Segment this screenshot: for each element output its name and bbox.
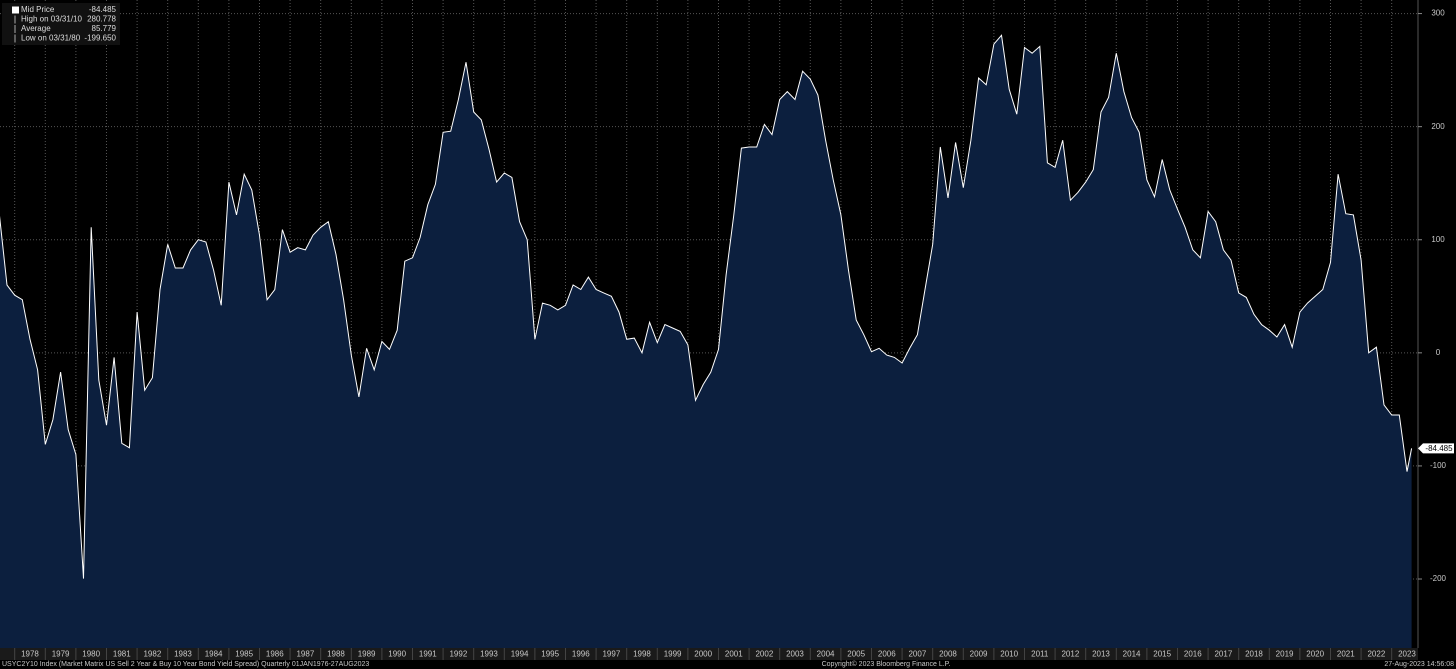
x-tick-label: 1990	[388, 650, 406, 659]
x-tick-label: 1995	[541, 650, 559, 659]
x-tick-label: 2003	[786, 650, 804, 659]
x-tick-label: 1983	[174, 650, 192, 659]
x-tick-label: 2018	[1245, 650, 1263, 659]
legend-value: -199.650	[84, 34, 116, 43]
legend-label: Mid Price	[21, 5, 55, 14]
x-tick-label: 2011	[1031, 650, 1049, 659]
x-tick-label: 2019	[1276, 650, 1294, 659]
x-tick-label: 1998	[633, 650, 651, 659]
x-tick-label: 1981	[113, 650, 131, 659]
x-tick-label: 2021	[1337, 650, 1355, 659]
footer-center: Copyright© 2023 Bloomberg Finance L.P.	[822, 660, 951, 668]
legend-label: Average	[21, 24, 51, 33]
legend-swatch	[12, 6, 19, 14]
x-tick-label: 1988	[327, 650, 345, 659]
footer-left: USYC2Y10 Index (Market Matrix US Sell 2 …	[2, 661, 369, 668]
x-tick-label: 1996	[572, 650, 590, 659]
y-tick-label: 100	[1431, 235, 1445, 244]
y-tick-label: 0	[1436, 348, 1441, 357]
x-tick-label: 1986	[266, 650, 284, 659]
legend-label: High on 03/31/10	[21, 15, 82, 24]
area	[0, 35, 1412, 648]
x-tick-label: 1997	[602, 650, 620, 659]
x-tick-label: 2008	[939, 650, 957, 659]
legend-value: -84.485	[89, 5, 117, 14]
y-tick-label: 300	[1431, 9, 1445, 18]
x-tick-label: 2015	[1153, 650, 1171, 659]
footer-right: 27-Aug-2023 14:56:08	[1384, 661, 1454, 668]
x-tick-label: 1999	[664, 650, 682, 659]
x-tick-label: 2002	[755, 650, 773, 659]
x-tick-label: 2012	[1061, 650, 1079, 659]
line	[0, 34, 1413, 579]
x-tick-label: 2014	[1123, 650, 1141, 659]
x-tick-label: 1992	[449, 650, 467, 659]
x-tick-label: 2022	[1367, 650, 1385, 659]
legend: Mid Price -84.485 High on 03/31/10 280.778 A…	[2, 3, 120, 45]
x-tick-label: 2013	[1092, 650, 1110, 659]
legend-label: Low on 03/31/80	[21, 34, 81, 43]
legend-value: 85.779	[92, 24, 117, 33]
y-tick-label: -100	[1430, 461, 1447, 470]
last-price-label: -84.485	[1425, 444, 1453, 453]
x-tick-label: 1984	[205, 650, 223, 659]
x-tick-label: 2004	[817, 650, 835, 659]
x-tick-label: 2001	[725, 650, 743, 659]
y-tick-label: -200	[1430, 574, 1447, 583]
x-tick-label: 2020	[1306, 650, 1324, 659]
x-tick-label: 1991	[419, 650, 437, 659]
x-tick-label: 2000	[694, 650, 712, 659]
x-tick-label: 1993	[480, 650, 498, 659]
legend-box	[2, 3, 120, 45]
x-tick-label: 2007	[908, 650, 926, 659]
x-tick-label: 2009	[970, 650, 988, 659]
x-tick-label: 1994	[511, 650, 529, 659]
x-tick-label: 2023	[1398, 650, 1416, 659]
x-tick-label: 1987	[296, 650, 314, 659]
x-tick-label: 2005	[847, 650, 865, 659]
x-tick-label: 2017	[1214, 650, 1232, 659]
x-tick-label: 2010	[1000, 650, 1018, 659]
legend-value: 280.778	[87, 15, 116, 24]
x-tick-label: 1989	[358, 650, 376, 659]
x-tick-label: 1980	[82, 650, 100, 659]
y-tick-label: 200	[1431, 122, 1445, 131]
last-price-tag	[1418, 443, 1454, 454]
x-tick-label: 1982	[143, 650, 161, 659]
x-tick-label: 1985	[235, 650, 253, 659]
x-tick-label: 2016	[1184, 650, 1202, 659]
x-axis-strip	[0, 648, 1418, 660]
x-tick-label: 1979	[52, 650, 70, 659]
plot-area	[0, 0, 1418, 648]
x-tick-label: 1978	[21, 650, 39, 659]
x-tick-label: 2006	[878, 650, 896, 659]
